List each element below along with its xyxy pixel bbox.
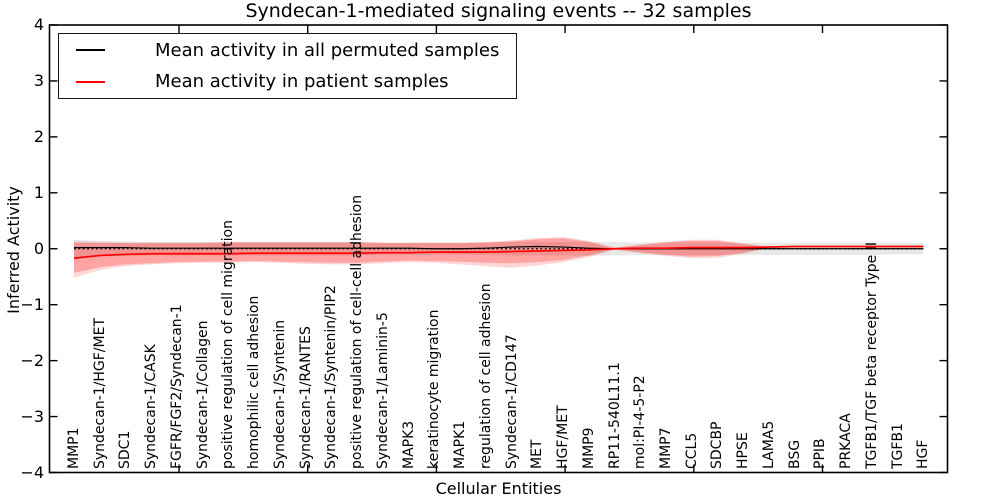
- y-tick-label: 3: [33, 70, 44, 90]
- x-category-label: Syndecan-1/Syntenin: [271, 319, 288, 469]
- x-category-label: Syndecan-1/RANTES: [297, 326, 314, 469]
- x-category-label: MET: [529, 439, 546, 469]
- permuted-line-swatch: [76, 49, 105, 52]
- series-line-permuted: [74, 245, 924, 250]
- legend-box: Mean activity in all permuted samples Me…: [58, 33, 517, 99]
- x-category-label: MAPK3: [400, 420, 417, 469]
- x-category-label: HPSE: [735, 432, 752, 469]
- x-category-label: MAPK1: [452, 420, 469, 469]
- x-category-label: Syndecan-1/Laminin-5: [374, 312, 391, 469]
- x-category-label: MMP7: [658, 427, 674, 469]
- x-category-label: Syndecan-1/Collagen: [194, 320, 211, 469]
- x-category-label: TGFB1: [889, 423, 906, 469]
- x-category-label: Syndecan-1/CD147: [503, 334, 520, 469]
- x-category-label: FGFR/FGF2/Syndecan-1: [168, 304, 185, 469]
- x-category-label: keratinocyte migration: [426, 309, 443, 469]
- y-tick-label: 1: [33, 182, 44, 202]
- x-category-label: MMP9: [580, 427, 597, 469]
- x-axis-label: Cellular Entities: [435, 479, 562, 498]
- x-category-label: SDC1: [117, 430, 134, 469]
- x-category-label: positive regulation of cell migration: [220, 220, 237, 469]
- x-category-label: LAMA5: [760, 420, 777, 469]
- x-category-label: BSG: [786, 439, 803, 469]
- y-tick-label: 0: [33, 238, 44, 258]
- x-category-label: TGFB1/TGF beta receptor Type II: [863, 242, 880, 469]
- legend-label-permuted: Mean activity in all permuted samples: [155, 39, 500, 61]
- legend-item-patient: Mean activity in patient samples: [59, 67, 516, 97]
- x-category-label: Syndecan-1/CASK: [143, 344, 160, 469]
- x-category-label: PPIB: [812, 438, 829, 469]
- chart-title: Syndecan-1-mediated signaling events -- …: [245, 0, 752, 22]
- y-tick-label: 2: [33, 126, 44, 146]
- x-category-label: CCL5: [683, 432, 700, 469]
- x-category-label: mol:PI-4-5-P2: [632, 375, 649, 469]
- x-category-label: Syndecan-1/Syntenin/PIP2: [323, 285, 340, 469]
- x-category-label: HGF/MET: [555, 405, 572, 469]
- x-category-label: Syndecan-1/HGF/MET: [91, 318, 108, 469]
- x-category-label: SDCBP: [709, 421, 726, 470]
- y-tick-label: −4: [20, 462, 44, 482]
- x-category-label: PRKACA: [838, 413, 855, 469]
- x-category-label: MMP1: [66, 427, 82, 469]
- patient-line-swatch: [76, 80, 105, 83]
- y-tick-label: −2: [20, 350, 44, 370]
- legend-item-permuted: Mean activity in all permuted samples: [59, 35, 516, 65]
- x-category-label: RP11-540L11.1: [606, 362, 623, 469]
- x-category-label: regulation of cell adhesion: [477, 283, 494, 469]
- series-line-patient: [73, 245, 924, 260]
- y-tick-label: −1: [20, 294, 44, 314]
- y-tick-label: −3: [20, 406, 44, 426]
- x-category-label: positive regulation of cell-cell adhesio…: [349, 194, 366, 469]
- x-category-label: HGF: [915, 439, 932, 469]
- legend-label-patient: Mean activity in patient samples: [155, 71, 449, 93]
- y-tick-label: 4: [33, 14, 44, 34]
- x-category-label: homophilic cell adhesion: [246, 295, 263, 469]
